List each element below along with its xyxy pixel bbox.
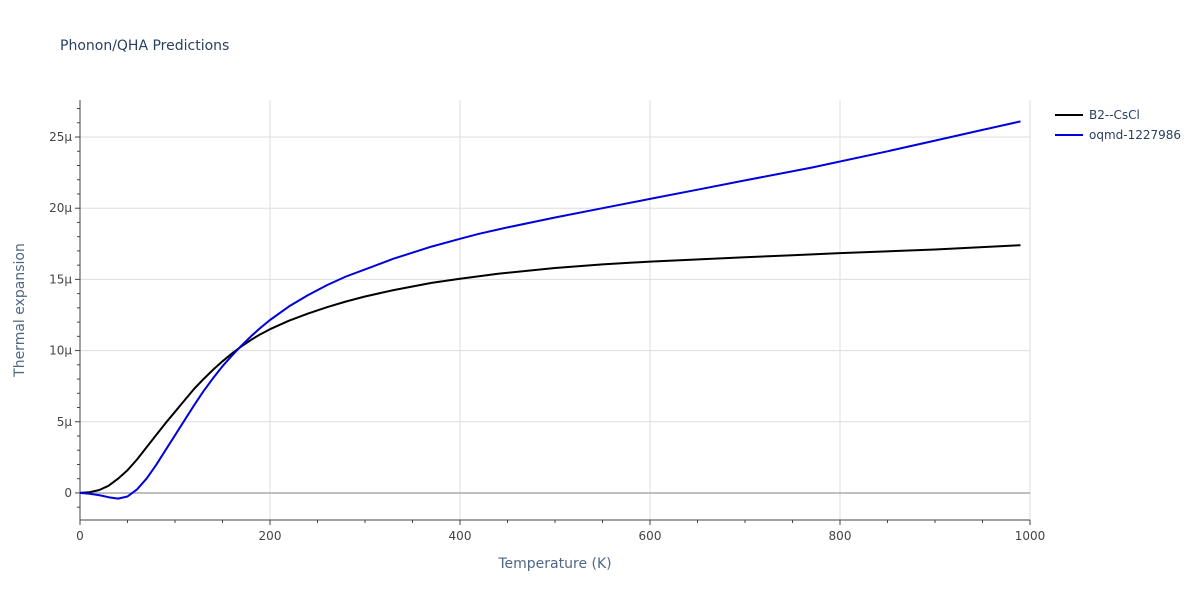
series-line-1 xyxy=(79,120,1021,500)
legend[interactable]: B2--CsCl oqmd-1227986 xyxy=(1055,108,1181,142)
y-tick-label: 15µ xyxy=(49,272,72,286)
x-tick-label: 1000 xyxy=(1015,529,1046,543)
chart-title: Phonon/QHA Predictions xyxy=(60,38,229,54)
legend-label: B2--CsCl xyxy=(1089,108,1140,122)
x-tick-label: 200 xyxy=(259,529,282,543)
legend-item-1[interactable]: oqmd-1227986 xyxy=(1055,128,1181,142)
legend-item-0[interactable]: B2--CsCl xyxy=(1055,108,1140,122)
y-tick-label: 5µ xyxy=(57,415,73,429)
grid xyxy=(80,100,1031,520)
x-tick-label: 600 xyxy=(639,529,662,543)
series-lines xyxy=(79,120,1021,500)
x-tick-label: 800 xyxy=(829,529,852,543)
series-line-0 xyxy=(79,244,1021,494)
y-tick-label: 0 xyxy=(64,486,72,500)
x-tick-label: 0 xyxy=(76,529,84,543)
x-tick-label: 400 xyxy=(449,529,472,543)
axes: 0 200 400 600 800 1000 0 5µ 10µ 15µ 20µ 25µ xyxy=(49,100,1045,543)
y-tick-label: 20µ xyxy=(49,201,72,215)
y-axis-title: Thermal expansion xyxy=(12,243,28,378)
x-axis-title: Temperature (K) xyxy=(497,556,611,572)
y-tick-label: 10µ xyxy=(49,344,72,358)
y-tick-label: 25µ xyxy=(49,130,72,144)
legend-label: oqmd-1227986 xyxy=(1089,128,1181,142)
